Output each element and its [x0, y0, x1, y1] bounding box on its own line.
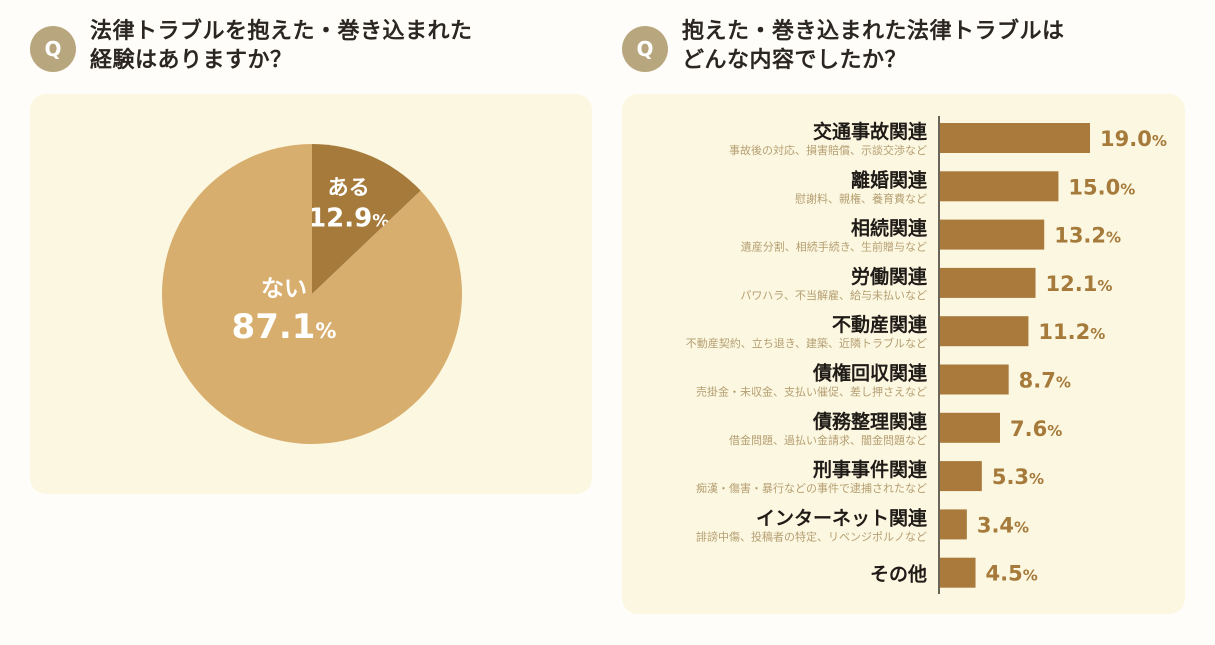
- question-badge-icon: Q: [622, 26, 668, 72]
- bar: [940, 557, 976, 588]
- bar-value-label: 4.5%: [986, 562, 1038, 586]
- bar-category-label: 交通事故関連: [813, 120, 928, 143]
- pie-chart-panel: ある 12.9% ない 87.1%: [30, 94, 592, 494]
- bar-value-label: 3.4%: [977, 513, 1029, 537]
- bar-category-label: 刑事事件関連: [813, 458, 928, 481]
- bar: [940, 219, 1045, 250]
- bar-category-subtitle: 売掛金・未収金、支払い催促、差し押さえなど: [696, 385, 927, 399]
- bar-category-subtitle: 不動産契約、立ち退き、建築、近隣トラブルなど: [686, 336, 927, 350]
- bar-category-subtitle: 遺産分割、相続手続き、生前贈与など: [741, 240, 927, 254]
- pie-slice-value: 12.9%: [308, 204, 389, 234]
- question-title-right: 抱えた・巻き込まれた法律トラブルは どんな内容でしたか？: [682, 19, 1065, 73]
- bar: [940, 509, 967, 540]
- bar-category-label: 不動産関連: [832, 313, 928, 336]
- bar-chart-panel: 交通事故関連 事故後の対応、損害賠償、示談交渉など 19.0% 離婚関連 慰謝料、親権、…: [622, 94, 1185, 614]
- question-badge-icon: Q: [30, 26, 76, 72]
- bar-value-label: 12.1%: [1046, 272, 1113, 296]
- bar: [940, 461, 982, 492]
- pie-slice-label: ない: [261, 276, 307, 302]
- bar-category-label: 離婚関連: [851, 168, 928, 191]
- bar-value-label: 13.2%: [1054, 224, 1121, 248]
- bar: [940, 123, 1090, 153]
- pie-slice-no: [162, 144, 462, 444]
- bar-category-label: インターネット関連: [756, 506, 928, 529]
- bar: [940, 171, 1059, 202]
- bar-category-subtitle: 事故後の対応、損害賠償、示談交渉など: [729, 143, 927, 157]
- bar-category-label: その他: [870, 563, 927, 586]
- bar-category-subtitle: 借金問題、過払い金請求、闇金問題など: [729, 433, 927, 447]
- bar-value-label: 19.0%: [1100, 127, 1167, 151]
- question-title-left: 法律トラブルを抱えた・巻き込まれた 経験はありますか？: [90, 19, 473, 73]
- bar-category-subtitle: 誹謗中傷、投稿者の特定、リベンジポルノなど: [696, 529, 927, 543]
- bar-category-subtitle: パワハラ、不当解雇、給与未払いなど: [740, 288, 927, 302]
- pie-slice-yes: [312, 144, 421, 294]
- bar-category-label: 債務整理関連: [812, 410, 928, 433]
- bar-category-label: 相続関連: [851, 217, 928, 240]
- bar-category-label: 労働関連: [851, 265, 928, 288]
- bar-value-label: 15.0%: [1068, 175, 1135, 199]
- bar: [940, 364, 1009, 395]
- bar: [940, 267, 1036, 298]
- bar: [940, 412, 1000, 443]
- pie-slice-value: 87.1%: [232, 307, 337, 347]
- bar-value-label: 11.2%: [1038, 320, 1105, 344]
- bar-category-subtitle: 痴漢・傷害・暴行などの事件で逮捕されたなど: [696, 481, 927, 495]
- bar-value-label: 8.7%: [1019, 369, 1071, 393]
- bar-value-label: 7.6%: [1010, 417, 1062, 441]
- pie-slice-label: ある: [328, 176, 370, 200]
- bar-category-subtitle: 慰謝料、親権、養育費など: [795, 191, 927, 205]
- bar-category-label: 債権回収関連: [812, 362, 928, 385]
- pie-chart: ある 12.9% ない 87.1%: [162, 144, 462, 444]
- bar-value-label: 5.3%: [992, 465, 1044, 489]
- bar: [940, 316, 1029, 347]
